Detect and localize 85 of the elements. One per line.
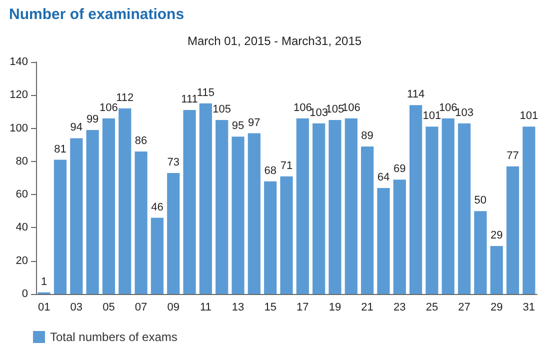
bar bbox=[296, 118, 309, 294]
data-label: 106 bbox=[293, 102, 312, 114]
data-label: 99 bbox=[86, 113, 99, 126]
bar bbox=[474, 211, 487, 294]
data-label: 68 bbox=[264, 164, 276, 177]
data-label: 86 bbox=[134, 134, 148, 147]
bar bbox=[86, 130, 99, 294]
y-tick-label: 80 bbox=[16, 155, 28, 168]
bar bbox=[199, 103, 212, 294]
bar bbox=[70, 138, 83, 294]
y-tick-label: 20 bbox=[16, 254, 28, 267]
x-tick-label: 29 bbox=[490, 302, 503, 314]
bar bbox=[409, 105, 422, 294]
x-tick-label: 17 bbox=[296, 302, 309, 314]
bar bbox=[264, 181, 277, 294]
data-label: 111 bbox=[181, 94, 198, 106]
bar bbox=[442, 118, 454, 294]
bar bbox=[216, 120, 228, 294]
bar bbox=[344, 118, 358, 294]
x-tick-label: 31 bbox=[522, 302, 536, 314]
data-label: 73 bbox=[167, 156, 180, 169]
bar bbox=[312, 123, 326, 294]
data-label: 77 bbox=[506, 150, 519, 162]
data-label: 1 bbox=[41, 276, 48, 288]
data-label: 101 bbox=[520, 110, 538, 122]
bar bbox=[393, 180, 406, 294]
data-label: 114 bbox=[407, 88, 425, 101]
legend-label: Total numbers of exams bbox=[50, 330, 178, 344]
x-tick-label: 11 bbox=[200, 302, 212, 314]
x-tick-label: 03 bbox=[70, 302, 83, 314]
x-tick-label: 01 bbox=[38, 302, 50, 314]
data-label: 94 bbox=[70, 122, 83, 134]
data-label: 101 bbox=[422, 110, 442, 122]
y-tick-label: 60 bbox=[16, 188, 28, 201]
bar bbox=[167, 173, 180, 294]
bar bbox=[183, 110, 196, 294]
bar bbox=[54, 160, 67, 294]
x-tick-label: 07 bbox=[134, 302, 148, 314]
x-tick-label: 23 bbox=[394, 302, 406, 314]
x-tick-label: 21 bbox=[361, 302, 374, 314]
y-tick-label: 120 bbox=[10, 89, 28, 102]
bar bbox=[426, 126, 438, 294]
chart-title: Number of examinations bbox=[9, 6, 184, 23]
x-tick-label: 05 bbox=[102, 302, 115, 314]
data-label: 106 bbox=[438, 102, 458, 114]
y-tick-label: 40 bbox=[16, 222, 28, 234]
data-label: 46 bbox=[151, 201, 164, 214]
x-tick-label: 27 bbox=[458, 302, 470, 314]
data-label: 69 bbox=[394, 163, 406, 176]
data-label: 71 bbox=[280, 160, 293, 172]
data-label: 97 bbox=[248, 116, 260, 129]
y-tick-label: 0 bbox=[22, 288, 28, 300]
y-tick-label: 140 bbox=[10, 56, 28, 68]
x-tick-label: 19 bbox=[328, 302, 342, 314]
x-tick-label: 09 bbox=[167, 302, 180, 314]
data-label: 50 bbox=[474, 194, 487, 207]
bar bbox=[361, 146, 374, 294]
bar bbox=[150, 218, 164, 294]
data-label: 106 bbox=[342, 102, 360, 114]
bar bbox=[118, 108, 132, 294]
data-label: 89 bbox=[361, 130, 374, 142]
data-label: 115 bbox=[196, 86, 214, 99]
data-label: 106 bbox=[100, 102, 118, 114]
x-tick-label: 25 bbox=[426, 302, 438, 314]
data-label: 105 bbox=[212, 104, 232, 116]
data-label: 64 bbox=[377, 171, 390, 184]
bar bbox=[522, 126, 536, 294]
data-label: 81 bbox=[54, 143, 66, 156]
bar bbox=[506, 166, 520, 294]
bar bbox=[248, 133, 260, 294]
data-label: 29 bbox=[490, 229, 503, 242]
bar bbox=[377, 188, 390, 294]
y-tick-label: 100 bbox=[10, 122, 28, 134]
bar bbox=[102, 118, 116, 294]
bar bbox=[134, 151, 148, 294]
bar bbox=[232, 136, 244, 294]
data-label: 95 bbox=[232, 120, 244, 132]
chart-subtitle: March 01, 2015 - March31, 2015 bbox=[187, 34, 362, 48]
bar bbox=[280, 176, 293, 294]
data-label: 112 bbox=[116, 92, 134, 104]
bar bbox=[490, 246, 503, 294]
bar bbox=[458, 123, 471, 294]
x-tick-label: 13 bbox=[232, 302, 244, 314]
bar bbox=[328, 120, 342, 294]
x-tick-label: 15 bbox=[264, 302, 276, 314]
